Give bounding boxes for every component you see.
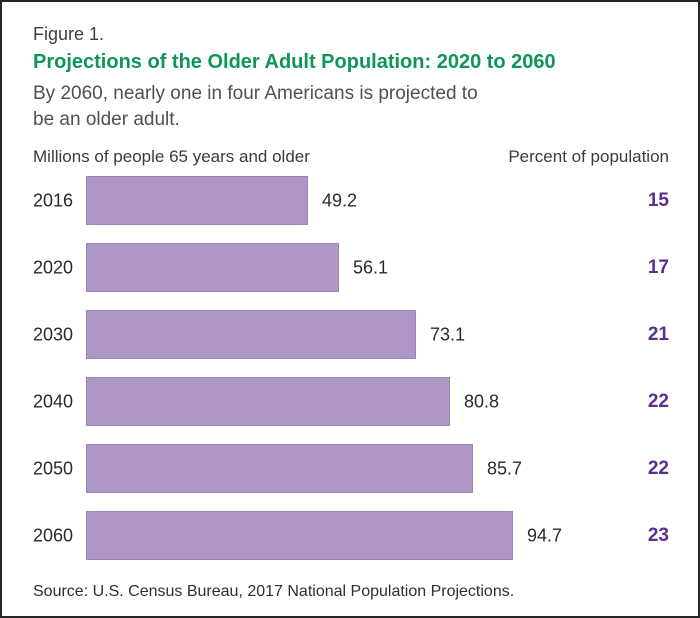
population-bar (86, 377, 450, 426)
year-label: 2030 (33, 324, 74, 344)
chart-row: 2060 94.7 23 (2, 511, 698, 560)
percent-label: 22 (647, 390, 669, 412)
value-label: 94.7 (527, 525, 563, 545)
percent-label: 22 (647, 457, 669, 479)
percent-label: 21 (647, 323, 669, 345)
chart-row: 2040 80.8 22 (2, 377, 698, 426)
percent-label: 17 (647, 256, 669, 278)
subtitle-line-1: By 2060, nearly one in four Americans is… (33, 83, 478, 104)
value-label: 85.7 (487, 458, 523, 478)
chart-row: 2020 56.1 17 (2, 243, 698, 292)
chart-row: 2016 49.2 15 (2, 176, 698, 225)
year-label: 2016 (33, 190, 74, 210)
figure-label: Figure 1. (33, 24, 105, 44)
year-label: 2060 (33, 525, 74, 545)
percent-label: 23 (647, 524, 669, 546)
population-bar (86, 444, 473, 493)
chart-row: 2050 85.7 22 (2, 444, 698, 493)
chart-row: 2030 73.1 21 (2, 310, 698, 359)
value-label: 80.8 (464, 391, 500, 411)
population-bar (86, 243, 339, 292)
value-label: 49.2 (322, 190, 358, 210)
subtitle-line-2: be an older adult. (33, 109, 180, 130)
right-axis-label: Percent of population (508, 147, 669, 166)
figure-subtitle: By 2060, nearly one in four Americans is… (33, 81, 556, 133)
percent-label: 15 (647, 189, 669, 211)
value-label: 56.1 (353, 257, 389, 277)
year-label: 2020 (33, 257, 74, 277)
bar-chart: 2016 49.2 15 2020 56.1 17 2030 73.1 21 2040 80.8 22… (2, 176, 698, 578)
column-headers: Millions of people 65 years and older Pe… (33, 147, 669, 167)
left-axis-label: Millions of people 65 years and older (33, 147, 310, 166)
population-bar (86, 176, 308, 225)
population-bar (86, 310, 416, 359)
year-label: 2050 (33, 458, 74, 478)
source-note: Source: U.S. Census Bureau, 2017 Nationa… (33, 583, 515, 600)
value-label: 73.1 (430, 324, 466, 344)
year-label: 2040 (33, 391, 74, 411)
figure-header: Figure 1. Projections of the Older Adult… (33, 24, 556, 133)
figure-title: Projections of the Older Adult Populatio… (33, 51, 556, 73)
population-bar (86, 511, 513, 560)
